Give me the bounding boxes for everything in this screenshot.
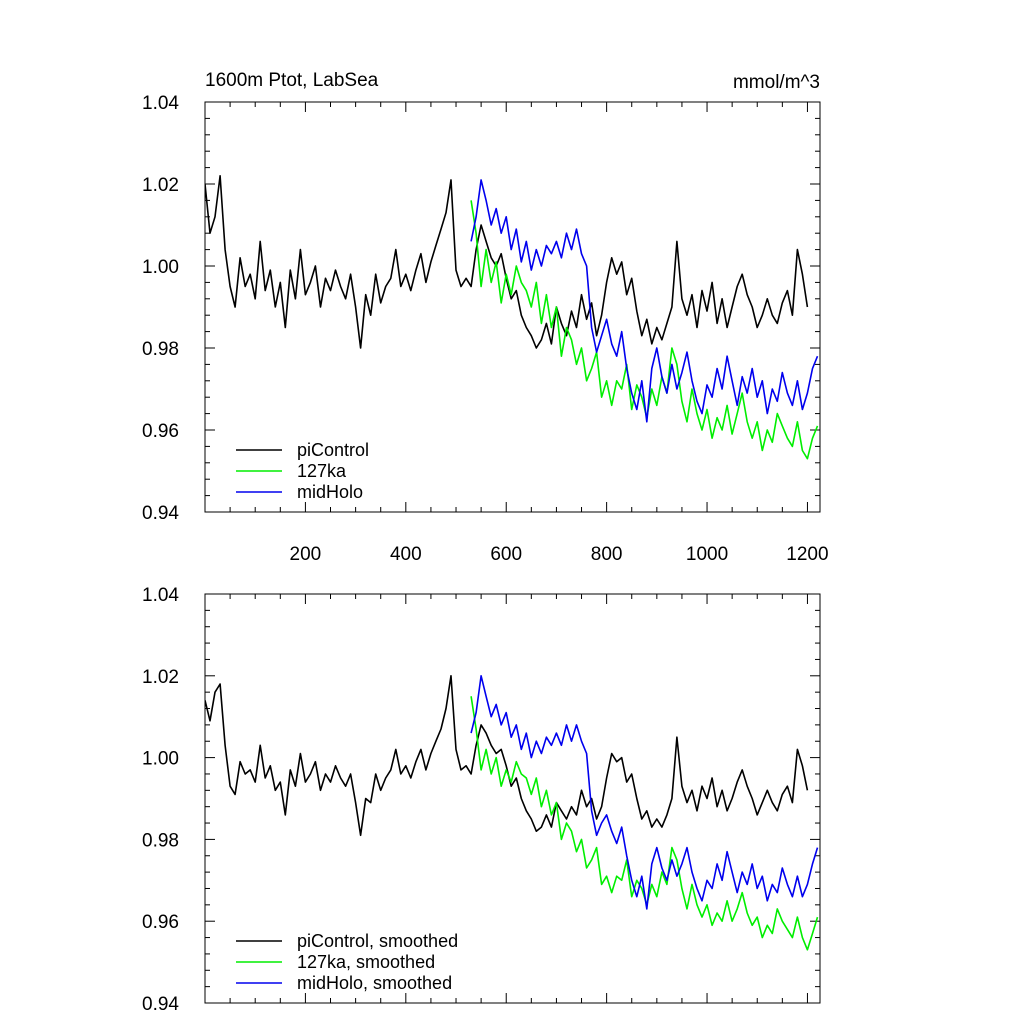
series-line-2 xyxy=(470,179,819,423)
x-tick-label: 1000 xyxy=(686,544,728,565)
y-tick-label: 0.96 xyxy=(142,912,179,933)
y-tick-label: 1.00 xyxy=(142,257,179,278)
chart-title: 1600m Ptot, LabSea xyxy=(205,70,379,91)
x-tick-label: 1200 xyxy=(786,544,828,565)
y-tick-label: 1.04 xyxy=(142,585,179,606)
y-tick-label: 1.04 xyxy=(142,93,179,114)
legend-label: 127ka, smoothed xyxy=(297,952,435,972)
x-tick-label: 200 xyxy=(290,544,322,565)
legend-label: 127ka xyxy=(297,461,347,481)
y-tick-label: 0.96 xyxy=(142,421,179,442)
y-tick-label: 1.02 xyxy=(142,175,179,196)
x-tick-label: 600 xyxy=(490,544,522,565)
y-tick-label: 0.94 xyxy=(142,503,179,524)
y-tick-label: 0.98 xyxy=(142,830,179,851)
plot-frame xyxy=(204,593,821,1004)
series-line-1 xyxy=(470,696,819,951)
y-tick-label: 0.94 xyxy=(142,994,179,1015)
plot-frame xyxy=(204,101,821,513)
legend-label: piControl xyxy=(297,440,369,460)
legend-label: midHolo, smoothed xyxy=(297,973,452,993)
bottom-panel: 0.94 0.96 0.98 1.00 1.02 1.04 piControl, smoot… xyxy=(142,585,821,1015)
y-tick-label: 0.98 xyxy=(142,339,179,360)
series-line-0 xyxy=(205,175,809,349)
x-tick-label: 400 xyxy=(390,544,422,565)
y-tick-label: 1.00 xyxy=(142,749,179,770)
series-line-0 xyxy=(205,675,809,837)
chart-units: mmol/m^3 xyxy=(733,72,820,93)
top-panel: 0.94 0.96 0.98 1.00 1.02 1.04 200 400 600 800 1000… xyxy=(142,70,829,565)
series-line-2 xyxy=(470,675,819,910)
y-tick-label: 1.02 xyxy=(142,667,179,688)
legend-label: piControl, smoothed xyxy=(297,931,458,951)
legend-label: midHolo xyxy=(297,482,363,502)
x-tick-label: 800 xyxy=(591,544,623,565)
